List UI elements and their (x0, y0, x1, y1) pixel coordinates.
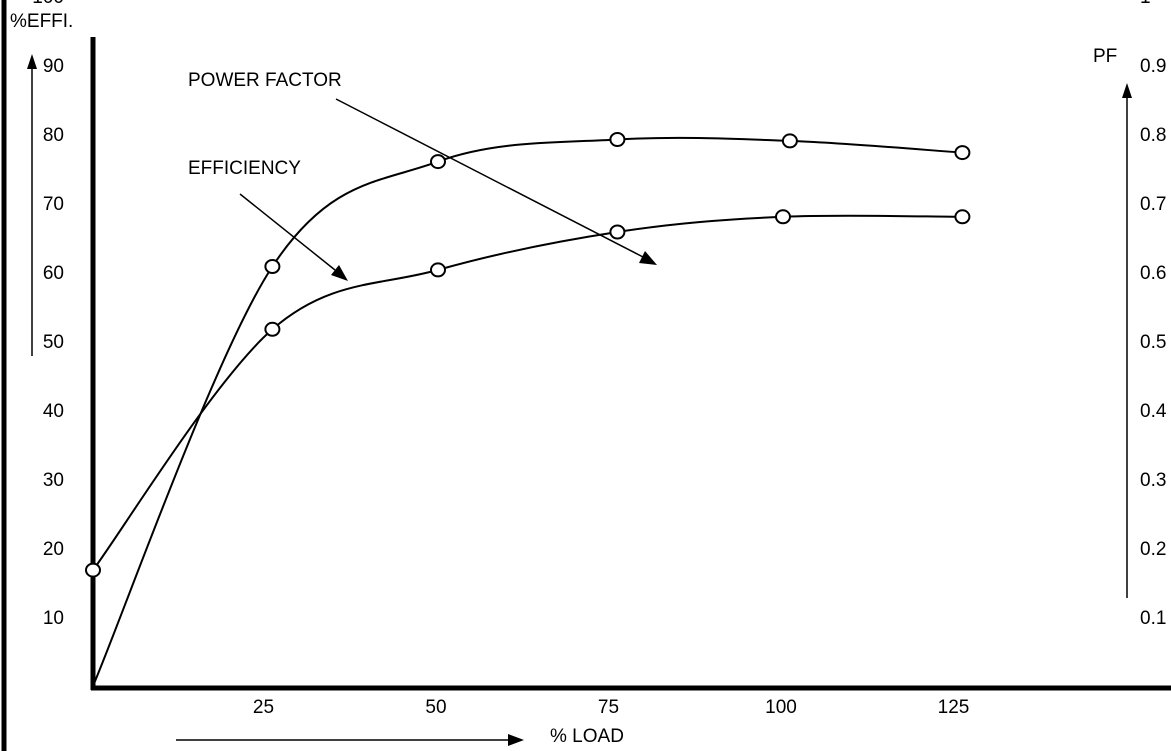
annotation-efficiency-arrow (239, 193, 348, 281)
y2-tick-label: 0.6 (1140, 263, 1166, 284)
annotation-power-factor-arrow (335, 98, 657, 265)
x-tick-label: 100 (765, 697, 797, 718)
y2-tick-label: 0.9 (1140, 56, 1166, 77)
y2-tick-label: 0.2 (1140, 539, 1166, 560)
y-tick-label: 60 (43, 263, 64, 284)
efficiency-point (609, 132, 626, 147)
power-factor-point (954, 209, 971, 225)
y2-tick-label: 1 (1140, 0, 1151, 8)
y2-axis-title: PF (1093, 46, 1117, 67)
power-factor-point (85, 562, 101, 578)
y2-tick-labels: 1 0.9 0.8 0.7 0.6 0.5 0.4 0.3 0.2 0.1 (1140, 0, 1167, 629)
y-tick-label: 40 (43, 401, 64, 422)
efficiency-point (430, 154, 446, 170)
y-tick-label: 10 (43, 608, 64, 629)
y2-tick-label: 0.8 (1140, 125, 1166, 146)
y-axis-title: %EFFI. (10, 11, 73, 32)
efficiency-point (954, 145, 971, 161)
power-factor-curve (92, 214, 963, 571)
y-tick-label: 30 (43, 470, 64, 491)
y-tick-label: 80 (43, 125, 64, 146)
efficiency-point (264, 259, 281, 274)
x-tick-label: 50 (425, 697, 446, 718)
power-factor-point (264, 321, 281, 337)
efficiency-curve (92, 136, 963, 687)
y-tick-label: 50 (43, 332, 64, 353)
x-tick-label: 25 (253, 697, 274, 718)
y-tick-label: 100 (32, 0, 64, 8)
y-tick-label: 90 (43, 56, 64, 77)
x-tick-labels: 25 50 75 100 125 (253, 697, 969, 718)
power-factor-point (775, 209, 791, 225)
x-axis-direction-arrow (176, 734, 524, 746)
x-axis-title: % LOAD (550, 726, 624, 747)
y2-axis-direction-arrow (1122, 83, 1132, 598)
y-tick-labels: 10 20 30 40 50 60 70 80 90 100 (32, 0, 64, 629)
y2-tick-label: 0.3 (1140, 470, 1166, 491)
y-tick-label: 20 (43, 539, 64, 560)
efficiency-point (781, 133, 798, 149)
y2-tick-label: 0.7 (1140, 194, 1166, 215)
annotation-power-factor: POWER FACTOR (188, 70, 342, 91)
y2-tick-label: 0.1 (1140, 608, 1166, 629)
x-tick-label: 75 (598, 697, 619, 718)
y-axis-direction-arrow (27, 54, 37, 356)
power-factor-point (609, 224, 626, 240)
power-factor-point (430, 262, 446, 278)
annotation-efficiency: EFFICIENCY (188, 158, 301, 179)
y2-tick-label: 0.4 (1140, 401, 1167, 422)
y-tick-label: 70 (43, 194, 64, 215)
y2-tick-label: 0.5 (1140, 332, 1166, 353)
x-tick-label: 125 (938, 697, 970, 718)
series-layer (85, 132, 971, 687)
